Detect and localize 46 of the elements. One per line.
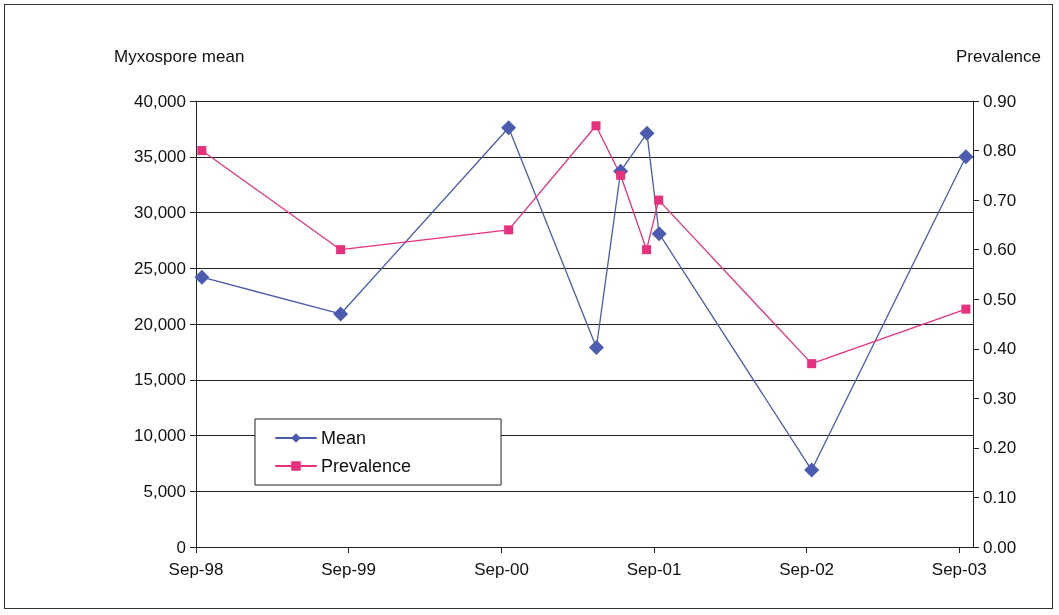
y2-tick-label: 0.20 bbox=[983, 438, 1017, 458]
x-tick-label: Sep-02 bbox=[779, 560, 835, 579]
point bbox=[504, 225, 514, 235]
y2-tick-label: 0.80 bbox=[983, 141, 1017, 161]
legend-label: Mean bbox=[321, 428, 367, 448]
y2-tick-label: 0.70 bbox=[983, 190, 1017, 210]
x-tick-label: Sep-01 bbox=[626, 560, 682, 579]
point bbox=[654, 195, 664, 205]
y-tick-label: 25,000 bbox=[134, 258, 186, 278]
point bbox=[958, 149, 974, 165]
y-tick-label: 40,000 bbox=[134, 91, 186, 111]
x-tick-label: Sep-99 bbox=[321, 560, 376, 579]
point bbox=[591, 121, 601, 131]
x-tick-label: Sep-03 bbox=[931, 560, 987, 579]
point bbox=[588, 339, 604, 355]
y2-tick-label: 0.50 bbox=[983, 289, 1017, 309]
point bbox=[333, 306, 349, 322]
y2-tick-label: 0.40 bbox=[983, 339, 1017, 359]
y-axis-title: Myxospore mean bbox=[114, 47, 245, 66]
point bbox=[501, 120, 517, 136]
y2-tick-label: 0.30 bbox=[983, 388, 1017, 408]
point bbox=[642, 245, 652, 255]
point bbox=[616, 170, 626, 180]
y-tick-label: 5,000 bbox=[143, 481, 186, 501]
y-tick-label: 0 bbox=[176, 537, 186, 557]
y-tick-label: 20,000 bbox=[134, 314, 186, 334]
point bbox=[336, 245, 346, 255]
point bbox=[804, 462, 820, 478]
point bbox=[197, 146, 207, 156]
point bbox=[639, 125, 655, 141]
y-tick-label: 15,000 bbox=[134, 370, 186, 390]
point bbox=[807, 359, 817, 369]
y2-tick-label: 0.60 bbox=[983, 240, 1017, 260]
y-tick-label: 30,000 bbox=[134, 203, 186, 222]
y2-tick-label: 0.00 bbox=[983, 537, 1017, 557]
legend-label: Prevalence bbox=[321, 456, 412, 476]
y2-axis-title: Prevalence bbox=[955, 47, 1042, 66]
point bbox=[961, 304, 971, 314]
y2-tick-label: 0.10 bbox=[983, 487, 1017, 507]
x-tick-label: Sep-98 bbox=[168, 560, 224, 579]
point bbox=[651, 226, 667, 242]
x-tick-label: Sep-00 bbox=[474, 560, 529, 579]
y-tick-label: 10,000 bbox=[134, 426, 186, 445]
point bbox=[194, 269, 210, 285]
y-tick-label: 35,000 bbox=[134, 147, 186, 167]
y2-tick-label: 0.90 bbox=[983, 91, 1017, 111]
